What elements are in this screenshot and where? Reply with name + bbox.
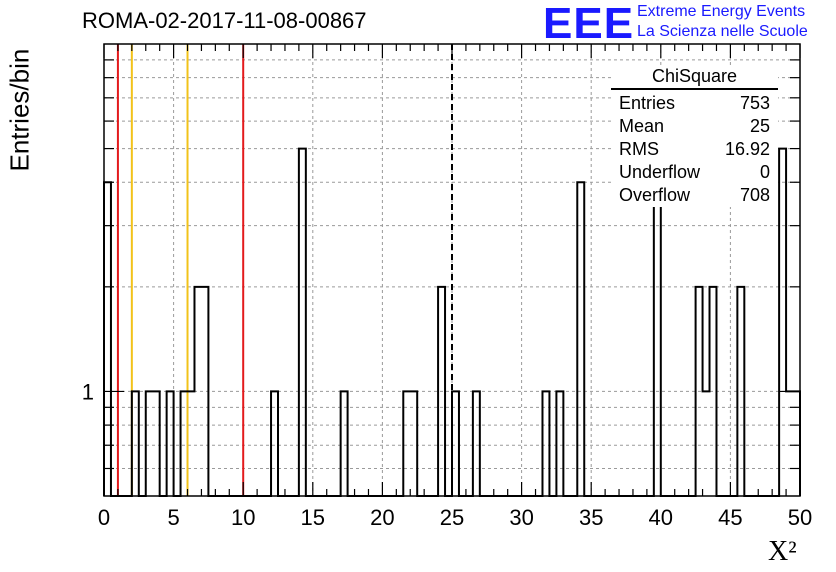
stats-value: 0: [759, 162, 770, 182]
stats-row-entries: Entries 753: [611, 92, 778, 115]
stats-label: Underflow: [619, 162, 701, 182]
x-tick-label: 50: [788, 505, 812, 530]
stats-row-overflow: Overflow 708: [611, 184, 778, 207]
stats-label: RMS: [619, 139, 659, 159]
x-tick-label: 40: [649, 505, 673, 530]
x-tick-label: 45: [718, 505, 742, 530]
x-tick-label: 35: [579, 505, 603, 530]
logo-line-2: La Scienza nelle Scuole: [637, 23, 808, 40]
x-tick-label: 5: [167, 505, 179, 530]
histogram-bar: [299, 149, 306, 496]
stats-value: 708: [739, 185, 770, 205]
stats-row-rms: RMS 16.92: [611, 138, 778, 161]
histogram-bar: [577, 182, 584, 496]
reference-lines: [116, 44, 453, 496]
eee-logo: EEE: [543, 0, 635, 48]
x-tick-label: 15: [301, 505, 325, 530]
y-tick-label: 1: [82, 379, 94, 404]
stats-title: ChiSquare: [611, 66, 778, 90]
stats-row-mean: Mean 25: [611, 115, 778, 138]
stats-label: Mean: [619, 116, 665, 136]
histogram-bar: [104, 182, 111, 496]
axes: [103, 43, 801, 497]
histogram-bar: [654, 182, 661, 496]
x-tick-label: 0: [98, 505, 110, 530]
x-tick-label: 10: [231, 505, 255, 530]
logo-line-1: Extreme Energy Events: [637, 3, 806, 20]
stats-value: 16.92: [724, 139, 770, 159]
histogram-bar: [779, 149, 786, 496]
stats-box: ChiSquare Entries 753 Mean 25 RMS 16.92 …: [611, 66, 778, 207]
x-tick-label: 20: [370, 505, 394, 530]
y-axis-label: Entries/bin: [4, 48, 35, 172]
stats-value: 25: [749, 116, 770, 136]
tick-labels: 0 5 10 15 20 25 30 35 40 45 50 1: [82, 379, 812, 530]
chart-title: ROMA-02-2017-11-08-00867: [82, 8, 367, 33]
stats-label: Entries: [619, 93, 676, 113]
x-tick-label: 25: [440, 505, 464, 530]
x-axis-label: X²: [768, 536, 797, 567]
stats-row-underflow: Underflow 0: [611, 161, 778, 184]
stats-value: 753: [739, 93, 770, 113]
stats-label: Overflow: [619, 185, 691, 205]
x-tick-label: 30: [509, 505, 533, 530]
